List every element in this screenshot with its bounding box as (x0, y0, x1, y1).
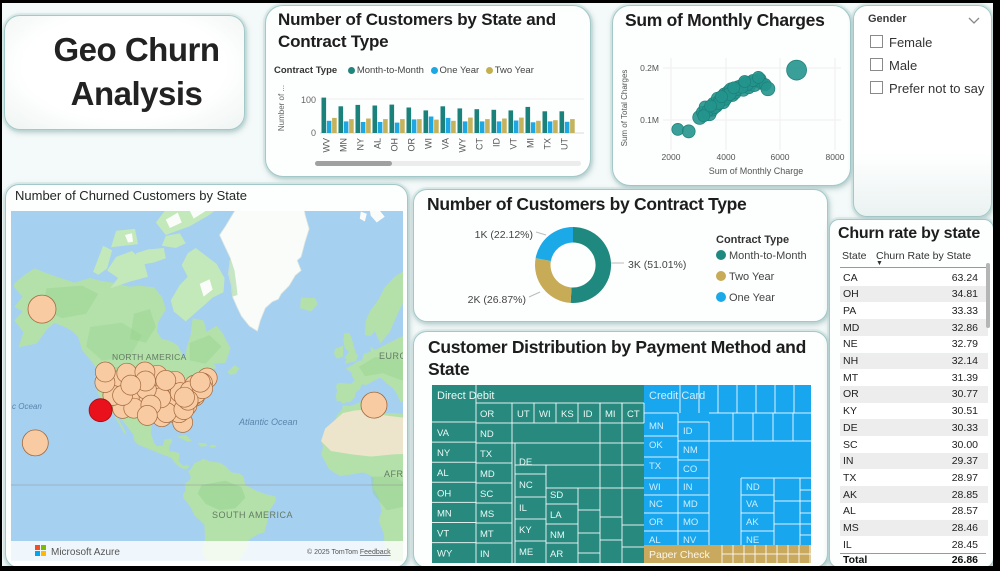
svg-text:UT: UT (517, 409, 530, 420)
svg-text:WV: WV (322, 138, 332, 153)
svg-text:3K (51.01%): 3K (51.01%) (628, 259, 686, 271)
svg-text:MN: MN (339, 138, 349, 152)
svg-text:8000: 8000 (826, 152, 845, 162)
svg-text:2K (26.87%): 2K (26.87%) (468, 294, 526, 306)
svg-text:1K (22.12%): 1K (22.12%) (475, 229, 533, 241)
svg-text:Contract Type: Contract Type (716, 234, 789, 246)
svg-text:ID: ID (683, 426, 693, 437)
svg-text:ME: ME (519, 547, 533, 558)
svg-text:OR: OR (649, 517, 663, 528)
svg-text:6000: 6000 (771, 152, 790, 162)
svg-text:OH: OH (437, 488, 451, 499)
svg-text:SOUTH AMERICA: SOUTH AMERICA (212, 510, 293, 520)
svg-text:Microsoft Azure: Microsoft Azure (51, 547, 120, 558)
svg-text:AR: AR (550, 549, 563, 560)
svg-text:MI: MI (605, 409, 616, 420)
svg-text:VA: VA (437, 428, 450, 439)
svg-text:Sum of Total Charges: Sum of Total Charges (620, 70, 629, 147)
svg-text:0: 0 (311, 128, 316, 138)
svg-text:TX: TX (480, 449, 493, 460)
svg-text:NY: NY (437, 448, 451, 459)
svg-text:2000: 2000 (662, 152, 681, 162)
svg-text:NE: NE (746, 535, 759, 546)
svg-text:AL: AL (437, 468, 449, 479)
svg-text:MN: MN (649, 421, 664, 432)
svg-text:IL: IL (519, 503, 527, 514)
svg-text:Number of ...: Number of ... (277, 85, 286, 131)
svg-text:CT: CT (627, 409, 640, 420)
svg-text:IN: IN (480, 549, 490, 560)
svg-text:TX: TX (543, 138, 553, 150)
svg-text:0.1M: 0.1M (640, 115, 659, 125)
svg-text:NC: NC (649, 499, 663, 510)
svg-text:AFR: AFR (384, 469, 403, 479)
svg-text:TX: TX (649, 461, 662, 472)
svg-text:CO: CO (683, 464, 697, 475)
svg-text:c Ocean: c Ocean (12, 402, 42, 411)
svg-text:Paper Check: Paper Check (649, 549, 710, 561)
svg-text:OR: OR (480, 409, 494, 420)
svg-text:CT: CT (475, 138, 485, 150)
svg-text:WI: WI (424, 138, 434, 149)
svg-text:NM: NM (550, 530, 565, 541)
svg-text:LA: LA (550, 510, 562, 521)
svg-text:VA: VA (746, 499, 759, 510)
svg-text:One Year: One Year (729, 292, 775, 304)
svg-text:ID: ID (492, 137, 502, 147)
svg-text:Credit Card: Credit Card (649, 390, 705, 402)
svg-text:ID: ID (583, 409, 593, 420)
svg-text:AK: AK (746, 517, 759, 528)
svg-text:VA: VA (441, 138, 451, 149)
svg-text:MS: MS (480, 509, 494, 520)
svg-text:NORTH AMERICA: NORTH AMERICA (112, 352, 187, 362)
svg-text:WY: WY (458, 138, 468, 153)
svg-text:WI: WI (539, 409, 551, 420)
svg-text:0.2M: 0.2M (640, 63, 659, 73)
svg-text:NV: NV (683, 535, 697, 546)
svg-text:VT: VT (437, 529, 449, 540)
svg-text:ND: ND (480, 429, 494, 440)
svg-text:SC: SC (480, 489, 493, 500)
svg-text:AL: AL (373, 138, 383, 149)
svg-text:4000: 4000 (717, 152, 736, 162)
svg-text:© 2025 TomTom Feedback: © 2025 TomTom Feedback (307, 548, 391, 556)
svg-text:AL: AL (649, 535, 661, 546)
svg-text:ND: ND (746, 482, 760, 493)
svg-text:NY: NY (356, 138, 366, 151)
svg-text:WY: WY (437, 549, 453, 560)
svg-text:IN: IN (683, 482, 693, 493)
svg-text:KY: KY (519, 525, 532, 536)
svg-text:UT: UT (560, 138, 570, 150)
svg-text:NM: NM (683, 445, 698, 456)
svg-text:OK: OK (649, 440, 663, 451)
svg-text:MT: MT (480, 529, 494, 540)
svg-text:MD: MD (480, 469, 495, 480)
svg-text:Atlantic Ocean: Atlantic Ocean (238, 417, 298, 427)
svg-text:VT: VT (509, 138, 519, 150)
svg-text:MO: MO (683, 517, 698, 528)
svg-text:100: 100 (301, 95, 316, 105)
svg-text:MD: MD (683, 499, 698, 510)
svg-text:WI: WI (649, 482, 661, 493)
svg-text:SD: SD (550, 490, 563, 501)
svg-text:MI: MI (526, 138, 536, 148)
svg-text:OR: OR (407, 137, 417, 151)
svg-text:Two Year: Two Year (729, 271, 775, 283)
svg-text:MN: MN (437, 508, 452, 519)
svg-text:NC: NC (519, 480, 533, 491)
svg-text:OH: OH (390, 138, 400, 152)
svg-text:EURO: EURO (379, 351, 403, 361)
svg-text:Month-to-Month: Month-to-Month (729, 250, 807, 262)
svg-text:DE: DE (519, 457, 532, 468)
svg-text:KS: KS (561, 409, 574, 420)
svg-text:Direct Debit: Direct Debit (437, 390, 494, 402)
